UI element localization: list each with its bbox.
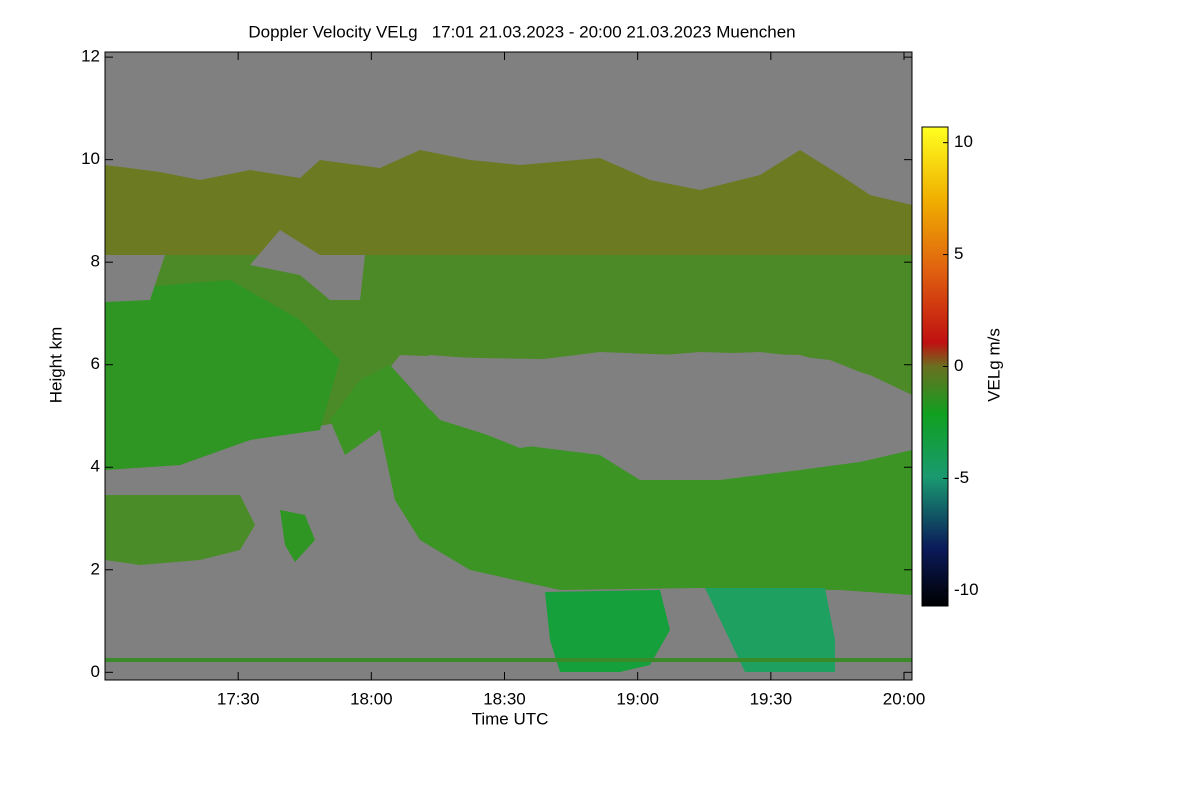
- x-tick-label: 19:00: [616, 689, 659, 708]
- x-tick-label: 20:00: [883, 689, 926, 708]
- x-tick-label: 19:30: [750, 689, 793, 708]
- low-left-band: [105, 495, 255, 565]
- y-tick-label: 10: [81, 149, 100, 168]
- y-tick-label: 8: [91, 252, 100, 271]
- y-tick-label: 4: [91, 457, 100, 476]
- x-tick-label: 18:00: [350, 689, 393, 708]
- y-tick-label: 6: [91, 354, 100, 373]
- olive-upper-band: [105, 150, 912, 260]
- colorbar-label: VELg m/s: [984, 328, 1003, 402]
- colorbar-tick-label: 5: [954, 244, 963, 263]
- colorbar-tick-label: -5: [954, 468, 969, 487]
- y-tick-label: 0: [91, 662, 100, 681]
- plot-frame: [104, 51, 913, 681]
- colorbar-tick-label: -10: [954, 580, 979, 599]
- left-green-core: [105, 280, 340, 470]
- colorbar-tick-label: 0: [954, 356, 963, 375]
- x-axis-label: Time UTC: [472, 709, 549, 728]
- ground-clutter-line: [105, 658, 912, 662]
- velocity-field: [105, 52, 912, 680]
- colorbar-tick-label: 10: [954, 132, 973, 151]
- precip-column-2: [705, 588, 835, 672]
- x-tick-label: 17:30: [217, 689, 260, 708]
- y-tick-label: 12: [81, 47, 100, 66]
- x-tick-label: 18:30: [483, 689, 526, 708]
- y-tick-label: 2: [91, 559, 100, 578]
- y-axis-label: Height km: [46, 327, 65, 404]
- chart-title: Doppler Velocity VELg 17:01 21.03.2023 -…: [248, 22, 795, 41]
- gray-hole-left: [105, 255, 165, 302]
- gray-hole-mid: [250, 230, 365, 300]
- small-green-patch: [280, 510, 315, 562]
- gray-cloud-gap: [395, 352, 912, 480]
- lower-green-region: [330, 365, 912, 595]
- precip-column-1: [545, 590, 670, 672]
